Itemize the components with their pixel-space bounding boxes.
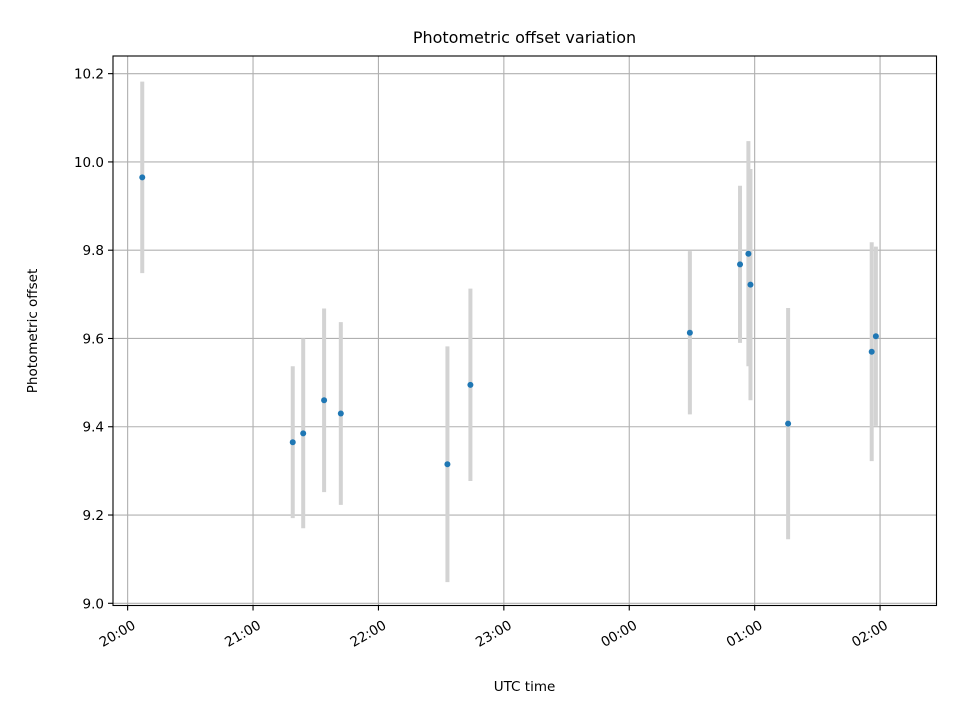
data-point — [289, 439, 296, 446]
y-tick-label: 10.2 — [74, 67, 104, 83]
data-point — [139, 174, 146, 181]
chart-title: Photometric offset variation — [413, 28, 636, 47]
data-points — [139, 174, 879, 468]
y-tick-label: 9.2 — [83, 508, 104, 524]
x-axis-label: UTC time — [494, 679, 556, 695]
data-point — [686, 329, 693, 336]
data-point — [745, 250, 752, 257]
y-tick-label: 9.8 — [83, 243, 104, 259]
plot-frame — [112, 55, 938, 607]
y-tick-label: 10.0 — [74, 155, 104, 171]
data-point — [747, 281, 754, 288]
data-point — [321, 397, 328, 404]
y-axis-label: Photometric offset — [25, 269, 41, 393]
grid — [113, 56, 937, 606]
y-tick-label: 9.0 — [83, 596, 104, 612]
data-point — [868, 348, 875, 355]
y-axis-ticks: 9.0 9.2 9.4 9.6 9.8 10.0 10.2 — [74, 67, 113, 612]
data-point — [872, 333, 879, 340]
data-point — [467, 381, 474, 388]
data-point — [444, 461, 451, 468]
data-point — [300, 430, 307, 437]
data-point — [337, 410, 344, 417]
y-tick-label: 9.6 — [83, 331, 104, 347]
data-point — [737, 261, 744, 268]
y-tick-label: 9.4 — [83, 420, 104, 436]
data-point — [785, 420, 792, 427]
